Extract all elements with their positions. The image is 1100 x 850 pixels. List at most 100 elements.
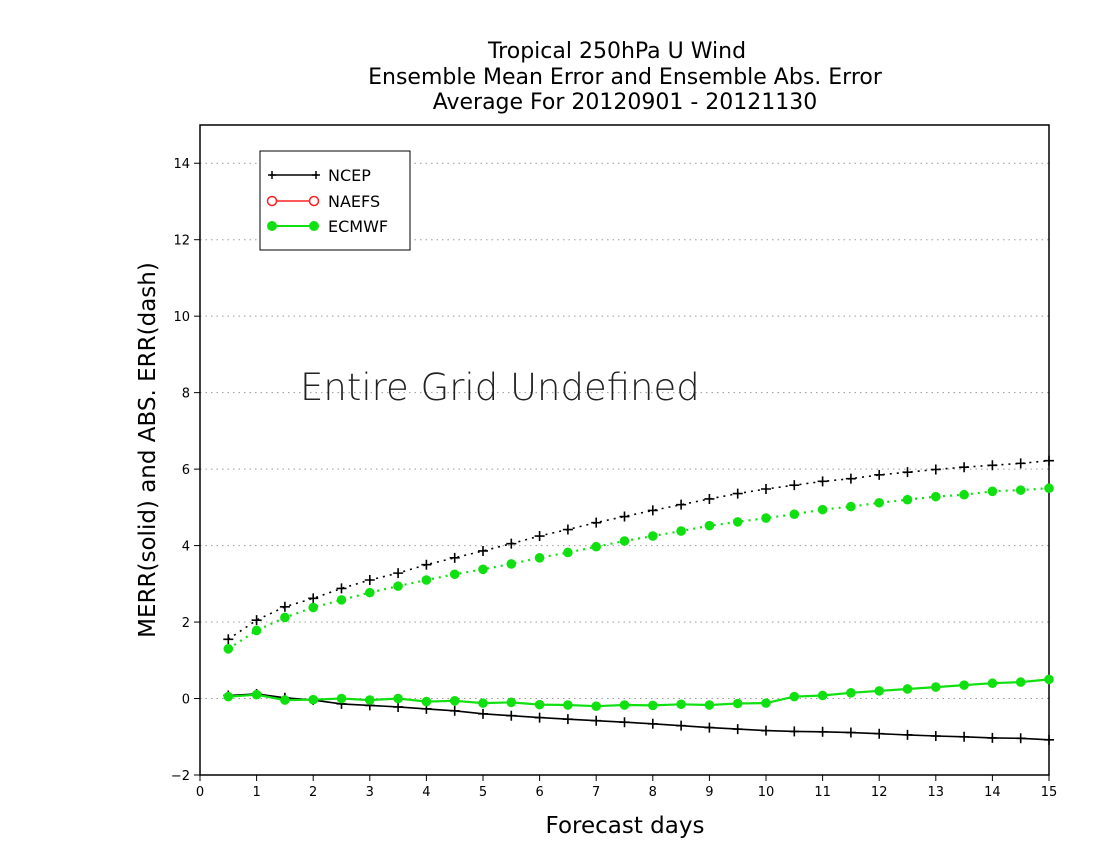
data-point [619,717,630,728]
data-point [902,494,913,505]
data-point [336,595,347,605]
series-line [227,487,1050,650]
data-point [478,564,488,575]
data-point [959,489,969,500]
x-axis-label: Forecast days [546,813,705,839]
title-line-3: Average For 20120901 - 20121130 [433,90,818,115]
data-point [1015,733,1026,744]
series-ecmwf-abs-err [223,483,1054,654]
data-point [846,501,856,512]
x-tick-label: 4 [422,785,430,800]
data-point [874,469,885,480]
filled-circle-marker-icon [309,221,319,231]
open-circle-marker-icon [266,195,278,207]
data-point [280,612,290,623]
y-tick-label: 0 [182,693,190,708]
data-point [364,575,375,585]
x-axis: 0 1 2 3 4 5 6 7 8 9 10 11 12 13 14 15 [196,775,1057,800]
y-tick-label: 12 [173,234,190,249]
data-point [1015,458,1026,469]
data-point [987,486,998,497]
data-point [1015,485,1026,495]
y-tick-label: 4 [182,540,190,555]
data-point [336,693,347,704]
data-point [647,505,658,516]
x-tick-label: 15 [1041,785,1058,800]
data-point [732,488,743,499]
data-point [1044,483,1054,494]
data-point [648,531,658,541]
data-point [704,722,715,733]
data-point [393,701,404,712]
data-point [817,476,828,487]
data-point [393,693,403,704]
data-point [223,634,234,645]
data-point [421,559,432,570]
x-tick-label: 0 [196,785,204,800]
data-point [676,720,687,731]
data-point [676,526,686,536]
data-point [761,484,771,494]
data-point [676,499,687,510]
data-point [931,682,941,692]
data-point [874,728,885,739]
data-point [591,541,601,552]
data-point [280,695,290,705]
series-line [228,693,1050,741]
data-point [534,531,545,542]
data-point [846,687,856,698]
data-point [534,712,545,723]
series-ncep-abs-err [223,455,1054,645]
legend-item-ncep: NCEP [268,166,371,185]
data-point [619,511,630,522]
x-tick-label: 12 [871,785,888,800]
title-line-1: Tropical 250hPa U Wind [487,39,746,64]
data-point [732,724,743,735]
legend: NCEP NAEFS ECMWF [259,150,411,251]
data-point [761,513,771,523]
data-point [959,680,969,690]
y-axis-label: MERR(solid) and ABS. ERR(dash) [135,262,161,638]
data-point [506,538,517,549]
data-point [393,568,404,579]
x-tick-label: 13 [928,785,945,800]
data-point [902,467,913,478]
data-point [223,691,234,702]
data-point [365,695,375,705]
data-point [845,473,856,484]
legend-label-naefs: NAEFS [328,192,380,211]
data-point [817,726,828,737]
data-point [562,524,573,535]
data-point [449,569,460,580]
data-point [1015,677,1026,687]
x-tick-label: 11 [814,785,831,800]
data-point [421,696,432,707]
legend-label-ncep: NCEP [328,166,371,185]
legend-item-ecmwf: ECMWF [267,217,388,236]
data-point [874,686,884,696]
x-tick-label: 1 [252,785,260,800]
data-point [449,696,460,706]
data-point [704,493,715,504]
data-point [789,726,800,737]
x-tick-label: 14 [984,785,1001,800]
data-point [506,697,517,708]
data-point [959,462,970,473]
data-point [251,689,262,700]
x-tick-label: 7 [592,785,600,800]
data-point [732,517,743,527]
data-point [251,625,262,636]
data-point [704,520,715,531]
data-point [704,700,715,710]
data-point [647,718,658,729]
plot-frame [199,124,1050,776]
data-point [563,700,573,710]
data-point [761,725,771,736]
x-tick-label: 2 [309,785,317,800]
y-tick-label: 10 [173,310,190,325]
data-point [223,644,234,654]
y-tick-label: 14 [173,157,190,172]
series-ncep-merr [223,688,1054,745]
legend-label-ecmwf: ECMWF [328,217,388,236]
x-tick-label: 3 [366,785,374,800]
